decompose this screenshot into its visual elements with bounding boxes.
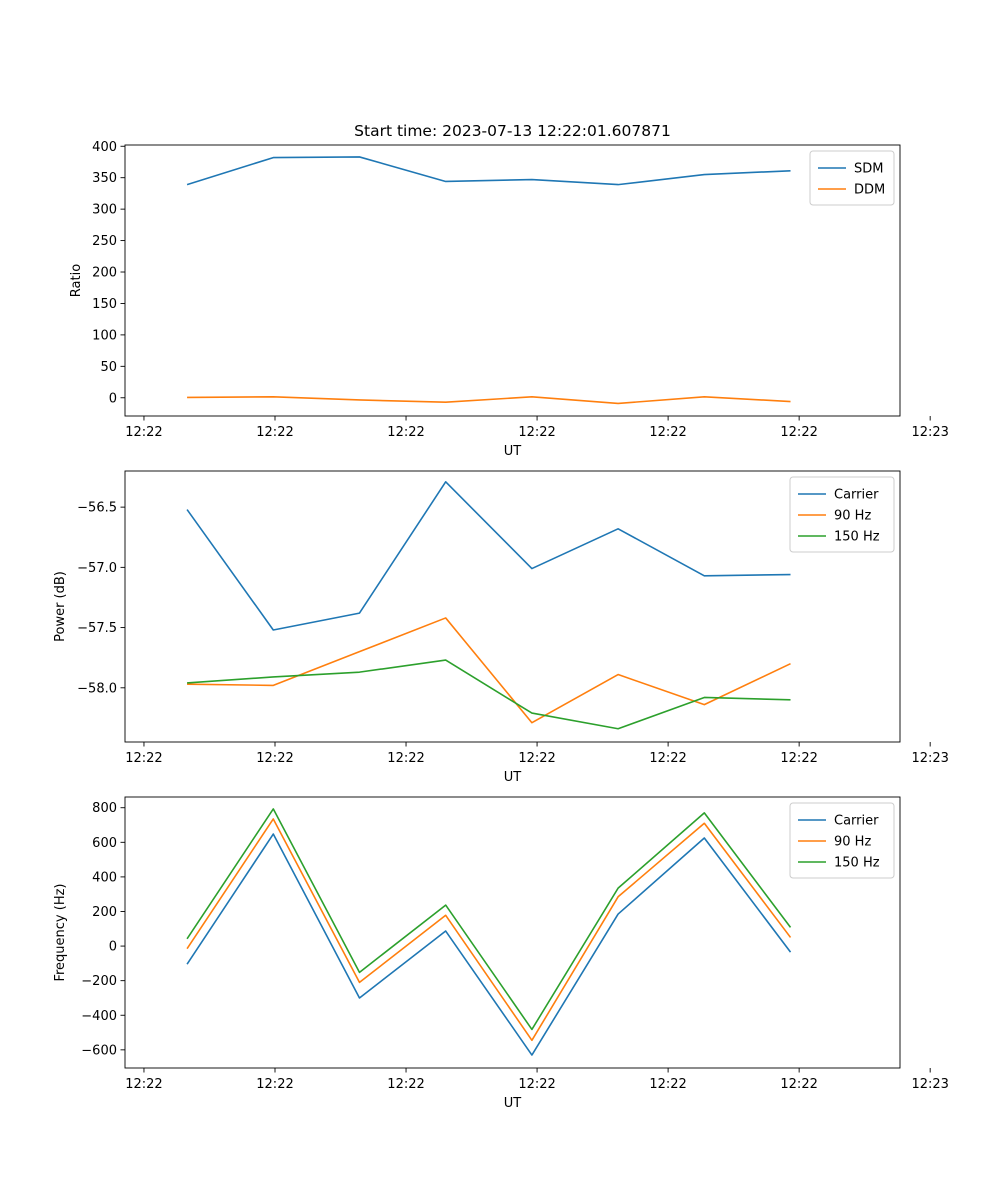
x-tick-label: 12:22 <box>256 425 293 440</box>
legend-box <box>789 476 895 553</box>
subplot-3: 12:22 12:22 12:22 12:22 12:22 12:22 12:23 −600 −… <box>53 796 949 1111</box>
series-line-carrier <box>186 833 792 1056</box>
x-tick-label: 12:22 <box>256 751 293 766</box>
x-tick-label: 12:22 <box>649 751 686 766</box>
x-tick-label: 12:22 <box>387 751 424 766</box>
series-line-ddm <box>187 396 791 405</box>
y-tick-label: −58.0 <box>77 681 117 696</box>
x-tick-label: 12:22 <box>256 1077 293 1092</box>
y-tick-label: 0 <box>109 391 117 406</box>
legend-label: SDM <box>854 162 883 177</box>
legend-label: Carrier <box>834 814 879 829</box>
legend-label: 90 Hz <box>834 509 871 524</box>
x-tick-label: 12:22 <box>518 425 555 440</box>
y-tick-label: 400 <box>92 140 117 155</box>
legend: Carrier 90 Hz 150 Hz <box>789 476 895 553</box>
axes-frame <box>124 470 901 743</box>
x-tick-label: 12:22 <box>387 1077 424 1092</box>
y-tick-label: −57.5 <box>77 621 117 636</box>
x-tick-label: 12:23 <box>911 425 948 440</box>
x-axis-label: UT <box>504 444 522 459</box>
y-tick-label: 0 <box>109 940 117 955</box>
x-tick-label: 12:22 <box>780 425 817 440</box>
legend: Carrier 90 Hz 150 Hz <box>789 802 895 879</box>
axes-frame <box>124 796 901 1069</box>
series-line-90-hz <box>186 818 792 1042</box>
y-tick-label: −600 <box>81 1043 117 1058</box>
legend: SDM DDM <box>809 150 895 206</box>
legend-label: DDM <box>854 183 885 198</box>
x-tick-label: 12:23 <box>911 1077 948 1092</box>
legend-label: Carrier <box>834 488 879 503</box>
legend-label: 90 Hz <box>834 835 871 850</box>
x-axis-label: UT <box>504 1096 522 1111</box>
y-axis-label: Power (dB) <box>53 571 68 642</box>
legend-label: 150 Hz <box>834 856 880 871</box>
x-tick-label: 12:22 <box>387 425 424 440</box>
y-tick-label: −57.0 <box>77 561 117 576</box>
y-tick-label: 50 <box>100 360 117 375</box>
y-tick-label: 200 <box>92 905 117 920</box>
legend-box <box>789 802 895 879</box>
x-tick-label: 12:23 <box>911 751 948 766</box>
axes-frame <box>124 144 901 417</box>
series-line-carrier <box>186 481 791 631</box>
x-tick-label: 12:22 <box>125 751 162 766</box>
series-line-150-hz <box>187 659 791 730</box>
subplot-1: 12:22 12:22 12:22 12:22 12:22 12:22 12:23 0 50 10… <box>69 122 949 459</box>
legend-label: 150 Hz <box>834 530 880 545</box>
x-axis-label: UT <box>504 770 522 785</box>
chart-title: Start time: 2023-07-13 12:22:01.607871 <box>354 122 671 140</box>
x-tick-label: 12:22 <box>125 425 162 440</box>
y-tick-label: 400 <box>92 870 117 885</box>
series-line-90-hz <box>187 617 791 724</box>
y-tick-label: 150 <box>92 297 117 312</box>
x-tick-label: 12:22 <box>780 751 817 766</box>
y-tick-label: −200 <box>81 974 117 989</box>
y-tick-label: 300 <box>92 203 117 218</box>
y-tick-label: −56.5 <box>77 501 117 516</box>
y-tick-label: 200 <box>92 266 117 281</box>
subplot-2: 12:22 12:22 12:22 12:22 12:22 12:22 12:23 −58.0… <box>53 470 949 785</box>
y-tick-label: 800 <box>92 801 117 816</box>
y-tick-label: 100 <box>92 328 117 343</box>
y-tick-label: 600 <box>92 836 117 851</box>
y-tick-label: 350 <box>92 171 117 186</box>
x-tick-label: 12:22 <box>125 1077 162 1092</box>
x-tick-label: 12:22 <box>649 1077 686 1092</box>
y-axis-label: Frequency (Hz) <box>53 883 68 981</box>
y-tick-label: −400 <box>81 1009 117 1024</box>
series-line-sdm <box>186 156 791 186</box>
x-tick-label: 12:22 <box>649 425 686 440</box>
y-tick-label: 250 <box>92 234 117 249</box>
y-axis-label: Ratio <box>69 264 84 297</box>
x-tick-label: 12:22 <box>518 751 555 766</box>
x-tick-label: 12:22 <box>780 1077 817 1092</box>
legend-box <box>809 150 895 206</box>
series-line-150-hz <box>186 808 792 1031</box>
x-tick-label: 12:22 <box>518 1077 555 1092</box>
